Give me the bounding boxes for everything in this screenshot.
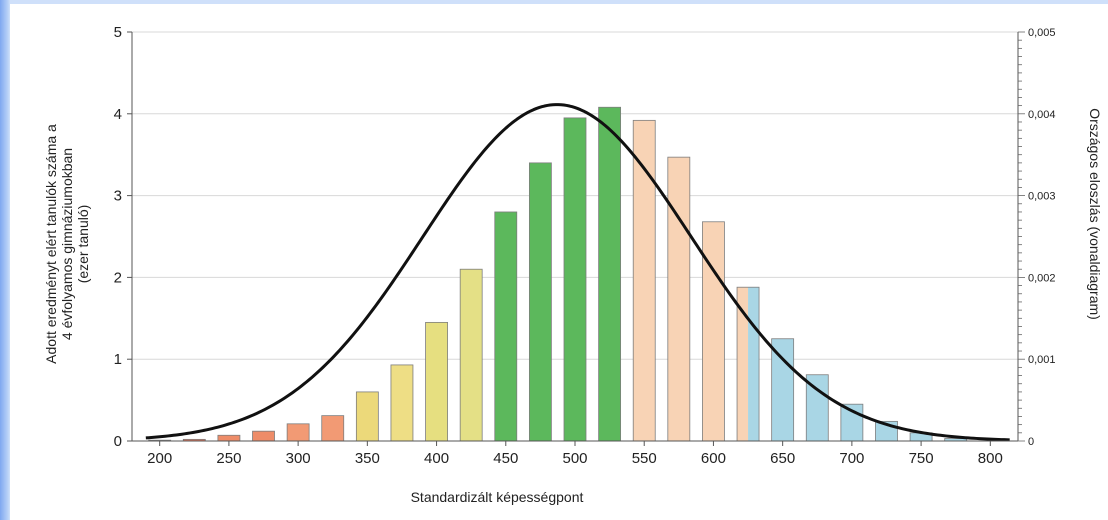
line-series [145, 103, 1010, 442]
y-tick-label-0: 0 [114, 433, 122, 450]
x-tick-label-200: 200 [147, 450, 172, 467]
x-tick-label-650: 650 [770, 450, 795, 467]
bar-500 [563, 117, 587, 442]
right-y-tick-label-5: 0,005 [1028, 27, 1056, 39]
bar-350 [355, 391, 379, 442]
bar-525 [598, 106, 622, 442]
distribution-chart: 200 250 300 350 400 450 500 550 600 650 700 750 800 … [43, 24, 1103, 505]
right-y-tick-label-3: 0,003 [1028, 191, 1056, 203]
distribution-curve [145, 103, 1010, 442]
left-y-label-line-3: (ezer tanuló) [75, 205, 91, 284]
bar-375 [390, 364, 414, 442]
bar-425 [459, 268, 483, 442]
right-y-axis-label: Országos eloszlás (vonaldiagram) [1087, 108, 1103, 320]
x-tick-label-350: 350 [355, 450, 380, 467]
x-tick-label-800: 800 [978, 450, 1003, 467]
right-y-tick-label-0: 0 [1028, 436, 1034, 448]
x-tick-label-250: 250 [216, 450, 241, 467]
bar-625-left [737, 287, 749, 441]
x-tick-label-500: 500 [562, 450, 587, 467]
bar-575 [667, 156, 691, 442]
bar-625-right [748, 287, 760, 441]
right-y-tick-label-1: 0,001 [1028, 354, 1056, 366]
right-y-tick-label-2: 0,002 [1028, 272, 1056, 284]
x-axis-label: Standardizált képességpont [411, 489, 584, 505]
x-tick-labels: 200 250 300 350 400 450 500 550 600 650 700 750 800 [147, 441, 1003, 467]
bar-275 [252, 430, 275, 442]
x-tick-label-400: 400 [424, 450, 449, 467]
x-tick-label-550: 550 [632, 450, 657, 467]
right-y-tick-labels: 0 0,001 0,002 0,003 0,004 0,005 [1018, 27, 1056, 448]
y-tick-label-4: 4 [114, 106, 122, 123]
right-y-tick-label-4: 0,004 [1028, 109, 1056, 121]
y-tick-label-3: 3 [114, 188, 122, 205]
chart-frame: 200 250 300 350 400 450 500 550 600 650 700 750 800 … [10, 0, 1108, 520]
bar-450 [494, 211, 518, 442]
bar-400 [425, 321, 448, 442]
bar-series [148, 106, 968, 442]
bar-475 [528, 162, 552, 442]
bar-250 [217, 434, 241, 442]
left-y-label-line-2: 4 évfolyamos gimnáziumokban [59, 148, 75, 340]
x-tick-label-450: 450 [493, 450, 518, 467]
right-y-label: Országos eloszlás (vonaldiagram) [1087, 108, 1103, 320]
x-tick-label-300: 300 [286, 450, 311, 467]
x-tick-label-600: 600 [701, 450, 726, 467]
y-tick-label-1: 1 [114, 351, 122, 368]
x-tick-label-750: 750 [909, 450, 934, 467]
bar-300 [286, 423, 310, 442]
bar-325 [321, 415, 345, 442]
y-tick-label-5: 5 [114, 24, 122, 41]
bar-650 [771, 338, 795, 442]
left-y-axis-label: Adott eredményt elért tanulók száma a 4 … [43, 124, 91, 364]
y-tick-labels: 0 1 2 3 4 5 [114, 24, 132, 450]
x-tick-label-700: 700 [839, 450, 864, 467]
y-tick-label-2: 2 [114, 269, 122, 286]
left-y-label-line-1: Adott eredményt elért tanulók száma a [43, 124, 59, 364]
bar-600 [702, 221, 725, 442]
